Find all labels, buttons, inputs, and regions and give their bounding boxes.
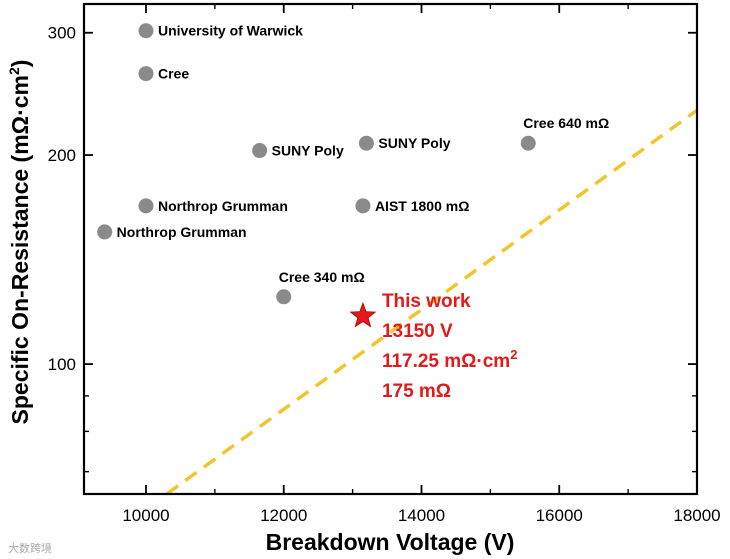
highlight-star-marker	[349, 301, 377, 328]
data-point-label: Cree 340 mΩ	[279, 269, 365, 285]
data-point-label: SUNY Poly	[272, 143, 344, 159]
x-tick-label: 18000	[673, 506, 720, 525]
data-point	[97, 224, 113, 240]
y-tick-label: 300	[48, 24, 76, 43]
highlight-label-line: 13150 V	[382, 321, 453, 342]
data-point-label: Northrop Grumman	[158, 198, 288, 214]
data-point-label: Cree 640 mΩ	[523, 115, 609, 131]
data-point-label: Cree	[158, 66, 189, 82]
data-point	[355, 198, 371, 214]
data-point	[276, 289, 292, 305]
highlight-label-line: 117.25 mΩ·cm2	[382, 347, 518, 372]
axis-layer: 10000 12000 14000 16000 18000 100 200 300	[48, 2, 721, 525]
data-point	[520, 135, 536, 151]
data-point	[138, 198, 154, 214]
highlight-label-text: This work	[382, 291, 471, 312]
data-point-label: Northrop Grumman	[117, 224, 247, 240]
highlight-layer: This work 13150 V 117.25 mΩ·cm2 175 mΩ	[349, 291, 518, 402]
data-point	[138, 23, 154, 39]
data-point-label: SUNY Poly	[378, 135, 450, 151]
x-tick-label: 10000	[122, 506, 169, 525]
y-tick-label: 100	[48, 355, 76, 374]
y-axis-title: Specific On-Resistance (mΩ·cm2)	[6, 60, 33, 425]
y-axis-title-superscript: 2	[6, 67, 22, 75]
y-tick-label: 200	[48, 146, 76, 165]
data-point	[138, 66, 154, 82]
highlight-label-line: 175 mΩ	[382, 381, 451, 402]
highlight-label-text: 117.25 mΩ·cm	[382, 351, 510, 372]
data-point-label: AIST 1800 mΩ	[375, 198, 470, 214]
highlight-label-superscript: 2	[510, 347, 517, 362]
points-layer: University of Warwick Cree SUNY Poly SUNY P…	[97, 23, 609, 305]
data-point	[358, 135, 374, 151]
highlight-label-text: 175 mΩ	[382, 381, 451, 402]
x-axis-title: Breakdown Voltage (V)	[266, 529, 515, 555]
highlight-label-line: This work	[382, 291, 471, 312]
y-axis-title-close: )	[7, 60, 33, 68]
plot-frame	[82, 2, 699, 496]
x-tick-label: 12000	[260, 506, 307, 525]
x-tick-label: 14000	[398, 506, 445, 525]
trend-line	[165, 108, 699, 496]
data-point-label: University of Warwick	[158, 23, 303, 39]
highlight-label-text: 13150 V	[382, 321, 453, 342]
data-point	[252, 143, 268, 159]
x-tick-label: 16000	[536, 506, 583, 525]
trend-line-layer	[165, 108, 699, 496]
y-axis-title-main: Specific On-Resistance (mΩ·cm	[7, 75, 33, 425]
watermark: 大数跨境	[8, 541, 52, 555]
